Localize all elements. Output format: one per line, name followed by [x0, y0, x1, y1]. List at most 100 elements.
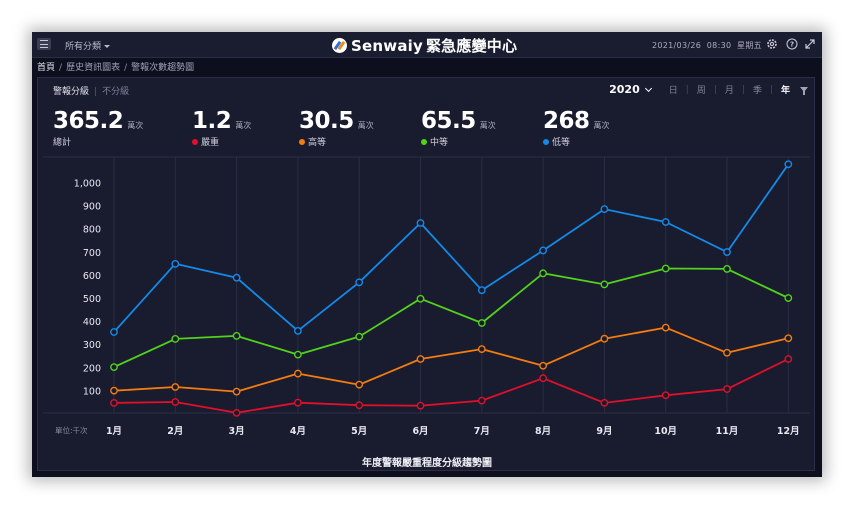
y-tick-label: 500 [83, 294, 101, 305]
gear-icon[interactable] [766, 38, 778, 50]
data-point [232, 332, 241, 340]
y-tick-label: 400 [83, 317, 101, 328]
period-week[interactable]: 周 [696, 86, 706, 96]
data-point [539, 361, 547, 370]
year-select[interactable]: 2020 [609, 83, 652, 96]
data-point [539, 374, 547, 383]
chart-panel: 警報分級 | 不分級 2020 日 | 周 | 月 | 季 | 年 365.2 萬次 總計 1… [37, 77, 815, 471]
svg-text:?: ? [790, 41, 794, 49]
data-point [416, 401, 425, 410]
filter-icon[interactable] [800, 87, 808, 95]
category-dropdown[interactable]: 所有分類 [65, 39, 111, 52]
low-dot-icon [543, 138, 549, 145]
period-month[interactable]: 月 [724, 86, 734, 96]
high-dot-icon [299, 138, 305, 145]
data-point [110, 399, 118, 407]
app-window: 所有分類 Senwaiy 緊急應變中心 2021/03/26 08:30 星期五… [32, 32, 822, 477]
medium-dot-icon [421, 138, 427, 145]
brand: Senwaiy 緊急應變中心 [332, 35, 517, 56]
y-tick-label: 900 [83, 202, 101, 213]
data-point [723, 248, 731, 256]
y-tick-label: 200 [83, 363, 101, 374]
breadcrumb-history[interactable]: 歷史資訊圖表 [66, 63, 121, 73]
data-point [661, 391, 670, 400]
x-tick-label: 1月 [106, 426, 122, 437]
y-tick-label: 800 [83, 225, 101, 236]
data-point [232, 387, 241, 396]
data-point [477, 345, 486, 353]
period-day[interactable]: 日 [668, 86, 678, 96]
tab-ungraded[interactable]: 不分級 [102, 87, 130, 97]
data-point [355, 380, 364, 389]
category-label: 所有分類 [65, 42, 102, 52]
stat-critical: 1.2 萬次 嚴重 [192, 108, 252, 148]
data-point [661, 323, 670, 332]
y-tick-label: 700 [83, 248, 101, 259]
unit-label: 單位:千次 [55, 425, 88, 435]
period-quarter[interactable]: 季 [752, 86, 762, 96]
x-tick-label: 8月 [535, 426, 551, 437]
stat-high: 30.5 萬次 高等 [299, 108, 374, 148]
data-point [171, 398, 180, 406]
datetime: 2021/03/26 08:30 星期五 [652, 41, 762, 50]
stat-low: 268 萬次 低等 [543, 108, 610, 148]
breadcrumb-home[interactable]: 首頁 [37, 63, 56, 73]
data-point [477, 286, 486, 295]
logo-icon [332, 38, 347, 53]
stats-row: 365.2 萬次 總計 1.2 萬次 嚴重 30.5 萬次 高等 65.5 萬次 中等 … [53, 108, 653, 152]
data-point [784, 294, 793, 302]
data-point [416, 355, 425, 363]
data-point [293, 398, 302, 407]
y-tick-label: 300 [83, 340, 101, 351]
data-point [355, 401, 364, 410]
x-tick-label: 5月 [351, 426, 367, 437]
x-tick-label: 3月 [229, 426, 245, 437]
y-tick-label: 1,000 [74, 179, 101, 190]
tab-graded[interactable]: 警報分級 [53, 87, 90, 97]
data-point [416, 294, 425, 303]
x-tick-label: 9月 [596, 426, 612, 437]
critical-dot-icon [192, 138, 198, 145]
fullscreen-icon[interactable] [804, 38, 816, 50]
grading-tabs: 警報分級 | 不分級 [53, 87, 130, 97]
stat-total: 365.2 萬次 總計 [53, 108, 144, 148]
data-point [539, 269, 547, 278]
data-point [723, 265, 731, 273]
series-line [113, 267, 789, 368]
chart-title: 年度警報嚴重程度分級趨勢圖 [362, 458, 492, 469]
data-point [661, 264, 670, 273]
data-point [110, 386, 118, 395]
x-tick-label: 7月 [474, 426, 490, 437]
data-point [232, 408, 241, 417]
data-point [784, 160, 793, 169]
data-point [661, 218, 670, 226]
x-tick-label: 11月 [716, 426, 739, 437]
y-tick-label: 100 [83, 386, 101, 397]
x-tick-label: 2月 [167, 426, 183, 437]
data-point [293, 350, 302, 359]
series-line [113, 163, 790, 333]
period-year[interactable]: 年 [780, 86, 790, 96]
brand-name: Senwaiy [351, 36, 423, 55]
data-point [293, 369, 302, 378]
top-bar: 所有分類 Senwaiy 緊急應變中心 2021/03/26 08:30 星期五… [32, 32, 822, 58]
data-point [600, 280, 609, 289]
data-point [293, 326, 302, 335]
data-point [600, 399, 609, 407]
data-point [110, 328, 118, 336]
data-point [723, 348, 731, 357]
data-point [600, 334, 609, 343]
breadcrumb-current: 警報次數趨勢圖 [131, 63, 195, 73]
data-point [477, 319, 486, 327]
menu-icon[interactable] [37, 38, 51, 50]
period-controls: 2020 日 | 周 | 月 | 季 | 年 [609, 83, 808, 96]
x-tick-label: 4月 [290, 426, 306, 437]
x-tick-label: 12月 [777, 426, 800, 437]
caret-down-icon [104, 45, 111, 48]
data-point [723, 385, 731, 393]
data-point [784, 355, 793, 363]
data-point [171, 335, 180, 343]
x-tick-label: 6月 [412, 426, 428, 437]
data-point [355, 332, 364, 341]
help-icon[interactable]: ? [786, 38, 798, 50]
